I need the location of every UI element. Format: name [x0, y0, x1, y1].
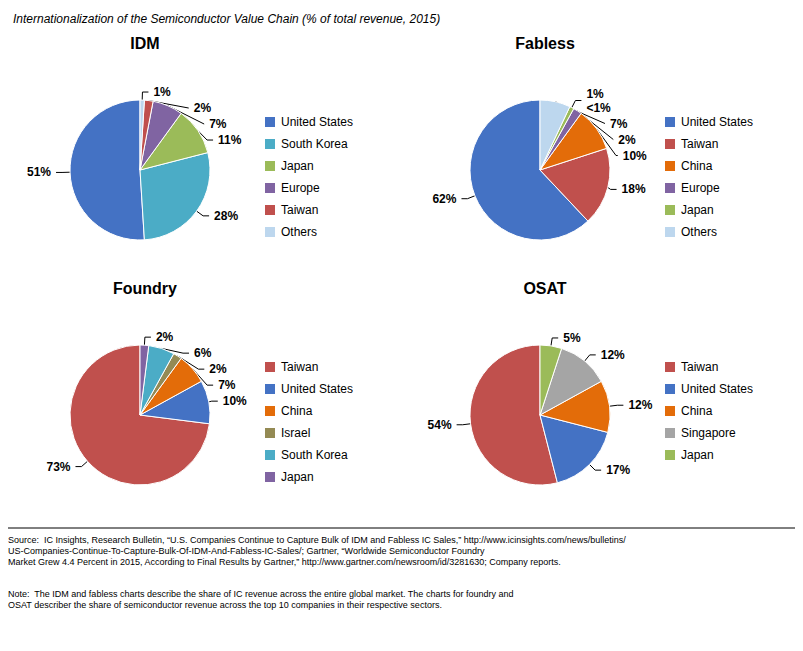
svg-text:17%: 17% [606, 463, 630, 477]
svg-text:12%: 12% [628, 398, 652, 412]
svg-text:United States: United States [281, 115, 353, 129]
svg-text:73%: 73% [46, 460, 70, 474]
svg-text:2%: 2% [209, 362, 227, 376]
svg-text:7%: 7% [218, 378, 236, 392]
svg-text:28%: 28% [214, 209, 238, 223]
svg-text:Japan: Japan [681, 448, 714, 462]
svg-text:Taiwan: Taiwan [281, 360, 318, 374]
svg-text:Internationalization of the Se: Internationalization of the Semiconducto… [13, 12, 440, 26]
svg-text:Singapore: Singapore [681, 426, 736, 440]
svg-text:OSAT: OSAT [523, 280, 566, 297]
svg-text:Japan: Japan [681, 203, 714, 217]
svg-text:Foundry: Foundry [113, 280, 177, 297]
svg-text:54%: 54% [428, 418, 452, 432]
svg-text:US-Companies-Continue-To-Captu: US-Companies-Continue-To-Capture-Bulk-Of… [8, 546, 485, 556]
svg-text:Taiwan: Taiwan [281, 203, 318, 217]
svg-text:China: China [281, 404, 313, 418]
svg-text:1%: 1% [586, 87, 604, 101]
svg-text:South Korea: South Korea [281, 448, 348, 462]
svg-text:South Korea: South Korea [281, 137, 348, 151]
svg-text:Market Grew 4.4 Percent in 201: Market Grew 4.4 Percent in 2015, Accordi… [8, 557, 561, 567]
svg-text:5%: 5% [563, 331, 581, 345]
svg-text:7%: 7% [610, 117, 628, 131]
svg-text:Fabless: Fabless [515, 35, 575, 52]
svg-text:6%: 6% [194, 346, 212, 360]
svg-text:2%: 2% [618, 133, 636, 147]
svg-text:62%: 62% [432, 192, 456, 206]
svg-text:1%: 1% [153, 85, 171, 99]
svg-text:12%: 12% [601, 348, 625, 362]
svg-text:United States: United States [681, 382, 753, 396]
svg-text:<1%: <1% [586, 101, 611, 115]
svg-text:OSAT describer the share of se: OSAT describer the share of semiconducto… [8, 600, 442, 610]
svg-text:Japan: Japan [281, 470, 314, 484]
svg-text:Note: The IDM and fabless cha: Note: The IDM and fabless charts describ… [8, 589, 513, 599]
svg-text:Europe: Europe [281, 181, 320, 195]
svg-text:Israel: Israel [281, 426, 310, 440]
svg-text:United States: United States [681, 115, 753, 129]
svg-text:IDM: IDM [130, 35, 159, 52]
svg-text:Source: IC Insights, Research: Source: IC Insights, Research Bulletin, … [8, 535, 626, 545]
svg-text:18%: 18% [622, 182, 646, 196]
svg-text:11%: 11% [218, 133, 242, 147]
svg-text:2%: 2% [156, 330, 174, 344]
svg-text:10%: 10% [623, 149, 647, 163]
svg-text:2%: 2% [194, 101, 212, 115]
svg-text:Japan: Japan [281, 159, 314, 173]
svg-text:51%: 51% [27, 165, 51, 179]
svg-text:Europe: Europe [681, 181, 720, 195]
svg-text:China: China [681, 404, 713, 418]
svg-text:China: China [681, 159, 713, 173]
svg-text:7%: 7% [209, 117, 227, 131]
svg-text:Others: Others [681, 225, 717, 239]
svg-text:10%: 10% [223, 394, 247, 408]
svg-text:Others: Others [281, 225, 317, 239]
svg-text:Taiwan: Taiwan [681, 360, 718, 374]
svg-text:Taiwan: Taiwan [681, 137, 718, 151]
svg-text:United States: United States [281, 382, 353, 396]
